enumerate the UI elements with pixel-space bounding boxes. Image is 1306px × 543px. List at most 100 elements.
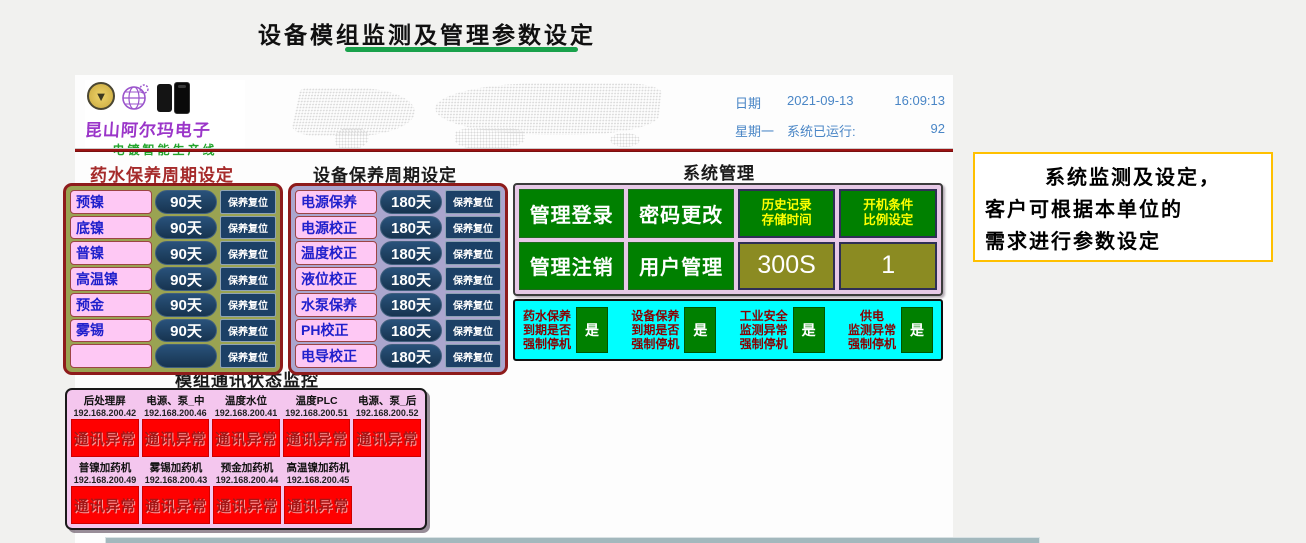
comm-status-indicator: 通讯异常	[141, 419, 210, 457]
cycle-days-field[interactable]: 180天	[380, 267, 442, 291]
user-management-button[interactable]: 用户管理	[628, 241, 734, 290]
comm-status-indicator: 通讯异常	[71, 486, 139, 524]
equipment-panel-title: 设备保养周期设定	[313, 166, 457, 185]
equipment-row: 液位校正 180天 保养复位	[295, 267, 501, 291]
date-value: 2021-09-13	[787, 93, 854, 108]
cycle-days-field[interactable]: 90天	[155, 292, 217, 317]
bath-label: 底镍	[70, 215, 152, 240]
date-row: 日期 2021-09-13 16:09:13	[735, 93, 945, 112]
module-ip: 192.168.200.52	[355, 408, 419, 418]
device-label: 电源保养	[295, 190, 377, 214]
maintenance-reset-button[interactable]: 保养复位	[220, 241, 276, 266]
comm-module: 电源、泵_后 192.168.200.52 通讯异常	[353, 393, 421, 457]
forced-shutdown-panel: 药水保养 到期是否 强制停机 是 设备保养 到期是否 强制停机 是 工业安全 监…	[513, 299, 943, 361]
history-storage-time-value[interactable]: 300S	[737, 241, 836, 290]
comm-module: 预金加药机 192.168.200.44 通讯异常	[213, 460, 281, 524]
badge-icon: ▼	[87, 82, 115, 110]
bath-label: 预金	[70, 292, 152, 317]
shutdown-group-safety: 工业安全 监测异常 强制停机 是	[740, 307, 825, 353]
cycle-days-field[interactable]: 180天	[380, 190, 442, 214]
note-line-2: 客户可根据本单位的	[985, 197, 1183, 221]
maintenance-reset-button[interactable]: 保养复位	[445, 318, 501, 343]
date-label: 日期	[735, 96, 762, 111]
header-divider	[75, 148, 953, 152]
cycle-days-field[interactable]: 180天	[380, 292, 442, 317]
bath-label: 普镍	[70, 241, 152, 266]
bath-label: 预镍	[70, 190, 152, 214]
shutdown-toggle[interactable]: 是	[684, 307, 717, 353]
maintenance-reset-button[interactable]: 保养复位	[445, 344, 501, 369]
cycle-days-field[interactable]: 180天	[380, 241, 442, 266]
history-storage-time-button[interactable]: 历史记录 存储时间	[737, 189, 836, 238]
device-label: PH校正	[295, 318, 377, 343]
cycle-days-field[interactable]: 90天	[155, 241, 217, 266]
equipment-row: 电源保养 180天 保养复位	[295, 190, 501, 214]
page-title: 设备模组监测及管理参数设定	[258, 22, 596, 49]
title-underline	[345, 47, 578, 52]
maintenance-reset-button[interactable]: 保养复位	[445, 215, 501, 240]
time-value: 16:09:13	[894, 93, 945, 108]
shutdown-label: 供电 监测异常 强制停机	[847, 308, 896, 352]
admin-logout-button[interactable]: 管理注销	[519, 241, 625, 290]
bath-label	[70, 344, 152, 369]
globe-gear-icon	[122, 84, 149, 110]
shutdown-toggle[interactable]: 是	[901, 307, 933, 353]
module-name: 温度水位	[224, 395, 267, 407]
maintenance-reset-button[interactable]: 保养复位	[445, 241, 501, 266]
cycle-days-field[interactable]: 90天	[155, 190, 217, 214]
cycle-days-field[interactable]: 180天	[380, 344, 442, 369]
equipment-row: 电导校正 180天 保养复位	[295, 344, 501, 369]
comm-status-indicator: 通讯异常	[282, 419, 351, 457]
runtime-row: 星期一 系统已运行: 92	[735, 121, 945, 140]
maintenance-reset-button[interactable]: 保养复位	[445, 292, 501, 317]
module-name: 高温镍加药机	[286, 462, 350, 474]
module-name: 普镍加药机	[78, 462, 132, 474]
shutdown-toggle[interactable]: 是	[576, 307, 609, 353]
runtime-value: 92	[930, 121, 945, 136]
module-ip: 192.168.200.42	[73, 408, 137, 418]
logo-icons: ▼	[85, 80, 245, 114]
maintenance-reset-button[interactable]: 保养复位	[220, 215, 276, 240]
comm-module: 温度水位 192.168.200.41 通讯异常	[212, 393, 280, 457]
startup-condition-ratio-button[interactable]: 开机条件 比例设定	[839, 189, 937, 238]
cycle-days-field[interactable]	[155, 344, 217, 369]
maintenance-reset-button[interactable]: 保养复位	[220, 267, 276, 291]
note-line-1: 系统监测及设定，	[1045, 165, 1221, 189]
admin-login-button[interactable]: 管理登录	[519, 189, 625, 238]
chemical-row: 普镍 90天 保养复位	[70, 241, 276, 266]
shutdown-toggle[interactable]: 是	[792, 307, 825, 353]
device-label: 电源校正	[295, 215, 377, 240]
maintenance-reset-button[interactable]: 保养复位	[220, 190, 276, 214]
change-password-button[interactable]: 密码更改	[628, 189, 734, 238]
cycle-days-field[interactable]: 90天	[155, 318, 217, 343]
system-panel-title: 系统管理	[683, 164, 755, 183]
maintenance-reset-button[interactable]: 保养复位	[445, 267, 501, 291]
shutdown-label: 药水保养 到期是否 强制停机	[523, 308, 572, 352]
cycle-days-field[interactable]: 90天	[155, 215, 217, 240]
module-name: 雾锡加药机	[149, 462, 203, 474]
comm-module: 普镍加药机 192.168.200.49 通讯异常	[71, 460, 139, 524]
company-name: 昆山阿尔玛电子	[84, 121, 212, 140]
maintenance-reset-button[interactable]: 保养复位	[220, 344, 276, 369]
device-label: 电导校正	[295, 344, 377, 369]
bottom-scrollbar[interactable]	[105, 537, 1040, 543]
cycle-days-field[interactable]: 180天	[380, 215, 442, 240]
bath-label: 高温镍	[70, 267, 152, 291]
startup-condition-ratio-value[interactable]: 1	[839, 241, 937, 290]
cycle-days-field[interactable]: 90天	[155, 267, 217, 291]
chemical-row: 雾锡 90天 保养复位	[70, 318, 276, 343]
comm-module: 雾锡加药机 192.168.200.43 通讯异常	[142, 460, 210, 524]
maintenance-reset-button[interactable]: 保养复位	[220, 292, 276, 317]
bath-label: 雾锡	[70, 318, 152, 343]
cycle-days-field[interactable]: 180天	[380, 318, 442, 343]
chemical-row: 底镍 90天 保养复位	[70, 215, 276, 240]
shutdown-group-chemical: 药水保养 到期是否 强制停机 是	[523, 307, 609, 353]
module-ip: 192.168.200.51	[285, 408, 348, 418]
module-name: 电源、泵_中	[146, 395, 205, 407]
maintenance-reset-button[interactable]: 保养复位	[445, 190, 501, 214]
comm-status-indicator: 通讯异常	[353, 419, 421, 457]
module-ip: 192.168.200.44	[215, 475, 279, 485]
maintenance-reset-button[interactable]: 保养复位	[220, 318, 276, 343]
comm-module: 后处理屏 192.168.200.42 通讯异常	[71, 393, 139, 457]
